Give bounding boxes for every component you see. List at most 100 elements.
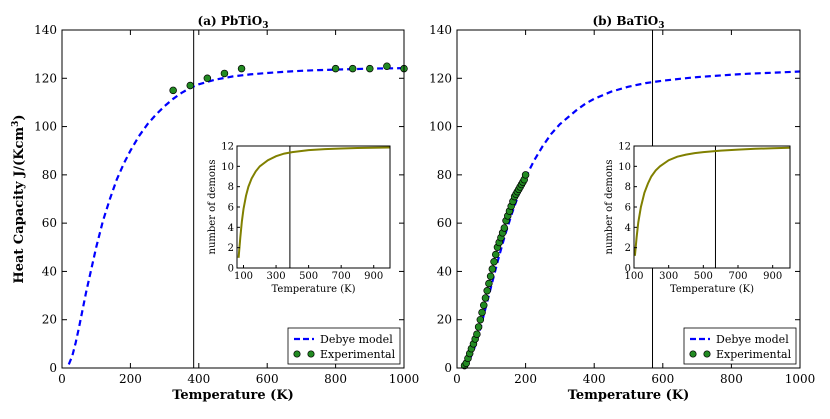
y-tick-label: 20 — [42, 313, 57, 327]
y-tick-label: 60 — [437, 216, 452, 230]
legend: Debye model Experimental — [287, 327, 401, 365]
panel-title: (b) BaTiO3 — [592, 14, 664, 31]
legend-label-experimental: Experimental — [320, 348, 396, 361]
data-point-experimental — [237, 64, 246, 73]
title-subscript: 3 — [262, 21, 268, 31]
y-tick-label: 120 — [34, 71, 57, 85]
inset-background — [237, 146, 390, 268]
inset-y-tick-label: 12 — [618, 142, 631, 153]
y-axis-label-part: /(Kcm — [12, 127, 27, 171]
inset-x-tick-label: 700 — [728, 271, 747, 282]
x-tick-label: 1000 — [389, 372, 420, 386]
data-point-experimental — [169, 86, 177, 95]
legend-label-debye: Debye model — [320, 333, 393, 346]
inset-y-tick-label: 0 — [228, 264, 234, 275]
data-point-experimental — [220, 69, 229, 78]
y-tick-label: 0 — [444, 361, 452, 375]
panel-title: (a) PbTiO3 — [198, 14, 269, 31]
inset-y-tick-label: 4 — [625, 223, 631, 234]
data-point-experimental — [186, 81, 195, 90]
y-tick-label: 40 — [437, 264, 452, 278]
data-point-experimental — [483, 286, 491, 295]
inset-y-axis-label: number of demons — [604, 160, 615, 255]
plot-frame — [456, 29, 801, 369]
y-axis-label: Heat Capacity J/(Kcm3) — [11, 114, 27, 283]
y-tick-label: 120 — [429, 71, 452, 85]
x-axis-label: Temperature (K) — [172, 388, 294, 403]
inset-y-tick-label: 0 — [625, 264, 631, 275]
inset-series-line — [237, 146, 391, 258]
inset-y-tick-label: 6 — [228, 203, 234, 214]
legend-label-debye: Debye model — [716, 333, 789, 346]
inset-x-axis-label: Temperature (K) — [670, 284, 754, 295]
inset-y-tick-label: 8 — [625, 182, 631, 193]
y-tick-label: 80 — [42, 168, 57, 182]
data-point-experimental — [383, 62, 391, 70]
inset-x-axis-label: Temperature (K) — [272, 284, 356, 295]
y-tick-label: 100 — [34, 120, 57, 134]
x-tick-label: 200 — [514, 372, 537, 386]
inset-y-tick-label: 10 — [618, 162, 631, 173]
legend-marker-experimental — [703, 350, 711, 358]
inset-x-tick-label: 700 — [332, 271, 351, 282]
data-point-experimental — [486, 272, 495, 281]
inset-y-tick-label: 10 — [221, 162, 234, 173]
series-line-debye-model — [67, 67, 405, 365]
y-axis-label-part: Heat Capacity J — [12, 171, 27, 284]
data-point-experimental — [485, 279, 493, 288]
x-tick-label: 400 — [583, 372, 606, 386]
legend-box — [287, 327, 401, 365]
y-tick-label: 20 — [437, 313, 452, 327]
x-tick-label: 1000 — [785, 372, 816, 386]
data-point-experimental — [476, 315, 485, 324]
legend-marker-experimental — [293, 350, 301, 358]
inset-chart: 100 300 500 700 900 0 2 4 6 8 10 12 Temperature (K) n… — [207, 142, 391, 295]
inset-y-axis-label: number of demons — [207, 160, 218, 255]
data-point-experimental — [488, 265, 497, 273]
x-tick-label: 600 — [256, 372, 279, 386]
inset-y-tick-label: 12 — [221, 142, 234, 153]
y-axis-label-part: ) — [12, 114, 27, 120]
title-subscript: 3 — [658, 21, 664, 31]
data-point-experimental — [480, 301, 488, 309]
plot-frame — [61, 29, 405, 369]
x-tick-label: 200 — [119, 372, 142, 386]
data-point-experimental — [473, 330, 481, 338]
data-point-experimental — [474, 323, 483, 331]
inset-x-tick-label: 900 — [763, 271, 782, 282]
y-axis-label-part: 3 — [11, 121, 21, 127]
inset-y-tick-label: 4 — [228, 223, 234, 234]
y-tick-label: 60 — [42, 216, 57, 230]
y-tick-label: 100 — [429, 120, 452, 134]
data-point-experimental — [481, 294, 490, 302]
x-tick-label: 800 — [324, 372, 347, 386]
data-point-experimental — [521, 171, 530, 179]
data-point-experimental — [490, 258, 498, 266]
legend-label-experimental: Experimental — [716, 348, 792, 361]
inset-y-tick-label: 8 — [228, 182, 234, 193]
legend-marker-experimental — [689, 350, 697, 358]
inset-y-tick-label: 2 — [625, 243, 631, 254]
x-tick-label: 600 — [651, 372, 674, 386]
title-text: (b) BaTiO — [592, 14, 658, 28]
inset-y-tick-label: 6 — [625, 203, 631, 214]
data-point-experimental — [478, 308, 486, 317]
data-point-experimental — [348, 64, 357, 73]
legend-box — [683, 327, 797, 365]
x-tick-label: 0 — [58, 372, 66, 386]
data-point-experimental — [331, 64, 340, 73]
data-point-experimental — [500, 224, 509, 232]
y-tick-label: 0 — [49, 361, 57, 375]
inset-x-tick-label: 500 — [694, 271, 713, 282]
y-tick-label: 40 — [42, 264, 57, 278]
inset-y-tick-label: 2 — [228, 243, 234, 254]
y-tick-label: 140 — [34, 23, 57, 37]
title-text: (a) PbTiO — [198, 14, 263, 28]
x-tick-label: 0 — [453, 372, 461, 386]
x-tick-label: 800 — [720, 372, 743, 386]
inset-x-tick-label: 100 — [234, 271, 253, 282]
data-point-experimental — [492, 250, 500, 259]
inset-x-tick-label: 100 — [624, 271, 643, 282]
